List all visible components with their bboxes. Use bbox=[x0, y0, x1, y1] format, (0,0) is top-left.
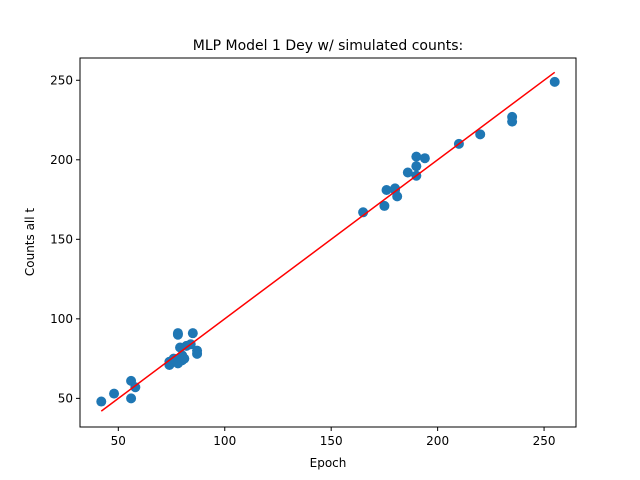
x-tick-label: 200 bbox=[426, 434, 449, 448]
y-tick-label: 250 bbox=[50, 73, 73, 87]
fit-line-layer bbox=[100, 71, 556, 412]
data-point bbox=[172, 328, 183, 339]
x-axis-label: Epoch bbox=[310, 456, 347, 470]
x-tick-label: 250 bbox=[533, 434, 556, 448]
data-point bbox=[411, 161, 422, 172]
data-point bbox=[179, 353, 190, 364]
data-point bbox=[381, 185, 392, 196]
y-tick-label: 200 bbox=[50, 153, 73, 167]
data-point bbox=[402, 167, 413, 178]
data-point bbox=[96, 396, 107, 407]
data-point bbox=[411, 151, 422, 162]
data-point bbox=[130, 382, 141, 393]
data-point bbox=[358, 207, 369, 218]
chart-title: MLP Model 1 Dey w/ simulated counts: bbox=[193, 38, 463, 54]
data-point bbox=[390, 183, 401, 194]
x-tick-label: 50 bbox=[111, 434, 126, 448]
data-point bbox=[379, 200, 390, 211]
y-axis-ticks: 50 100 150 200 250 bbox=[50, 73, 80, 405]
data-point bbox=[507, 116, 518, 127]
x-axis-ticks: 50 100 150 200 250 bbox=[111, 427, 556, 448]
fit-line bbox=[100, 71, 556, 412]
y-tick-label: 50 bbox=[58, 391, 73, 405]
plot-frame bbox=[79, 57, 577, 428]
data-point bbox=[392, 191, 403, 202]
data-point bbox=[187, 328, 198, 339]
y-axis-label: Counts all t bbox=[23, 208, 37, 277]
points-layer bbox=[96, 76, 560, 407]
y-tick-label: 150 bbox=[50, 232, 73, 246]
data-point bbox=[549, 76, 560, 87]
data-point bbox=[109, 388, 120, 399]
x-tick-label: 100 bbox=[213, 434, 236, 448]
x-tick-label: 150 bbox=[320, 434, 343, 448]
data-point bbox=[419, 153, 430, 164]
data-point bbox=[126, 393, 137, 404]
data-point bbox=[192, 345, 203, 356]
data-point bbox=[475, 129, 486, 140]
y-tick-label: 100 bbox=[50, 312, 73, 326]
